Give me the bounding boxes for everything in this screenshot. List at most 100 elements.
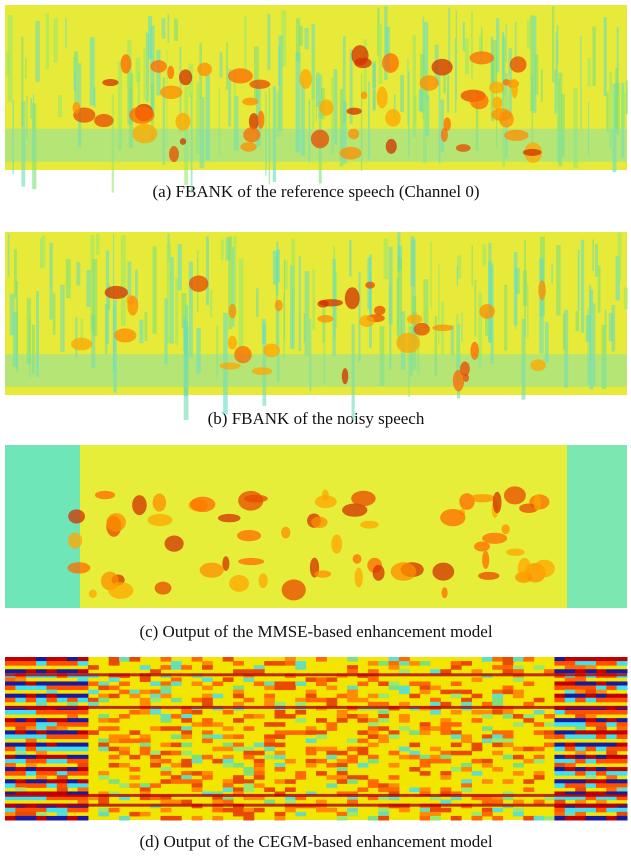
- cell: [139, 738, 151, 744]
- cell: [367, 730, 379, 735]
- cell: [450, 665, 462, 670]
- streak: [422, 16, 425, 119]
- cell: [67, 669, 79, 674]
- energy: [242, 97, 259, 106]
- cell: [108, 734, 120, 739]
- cell: [585, 742, 597, 748]
- streak: [616, 27, 619, 96]
- cell: [440, 722, 452, 727]
- cell: [170, 762, 182, 768]
- energy: [344, 287, 360, 310]
- cell: [212, 807, 224, 813]
- cell: [25, 771, 37, 776]
- energy: [175, 112, 191, 131]
- cell: [533, 799, 545, 805]
- cell: [336, 815, 348, 821]
- cell: [87, 795, 99, 801]
- cell: [67, 701, 79, 707]
- streak: [162, 77, 165, 166]
- cell: [616, 783, 628, 788]
- cell: [181, 718, 193, 723]
- cell: [139, 734, 151, 739]
- cell: [606, 815, 618, 821]
- cell: [170, 815, 182, 821]
- cell: [347, 775, 358, 780]
- cell: [264, 697, 276, 703]
- cell: [326, 807, 338, 813]
- cell: [430, 685, 441, 691]
- cell: [129, 689, 141, 695]
- cell: [575, 661, 587, 666]
- streak: [7, 15, 13, 102]
- energy: [238, 557, 265, 566]
- streak: [540, 69, 543, 103]
- cell: [347, 799, 358, 805]
- cell: [357, 697, 369, 703]
- cell: [512, 657, 524, 662]
- energy: [314, 495, 337, 509]
- streak: [65, 259, 71, 298]
- cell: [36, 742, 47, 748]
- cell: [67, 807, 79, 813]
- cell: [15, 677, 27, 682]
- streak: [105, 250, 110, 345]
- cell: [108, 661, 120, 666]
- cell: [502, 738, 514, 744]
- cell: [616, 661, 628, 666]
- cell: [554, 746, 566, 752]
- cell: [67, 697, 79, 703]
- cell: [253, 669, 265, 674]
- cell: [46, 661, 58, 666]
- cell: [222, 754, 234, 760]
- cell: [56, 693, 68, 699]
- cell: [36, 709, 47, 715]
- cell: [5, 657, 16, 662]
- cell: [512, 746, 524, 752]
- streak: [244, 15, 247, 75]
- cell: [326, 775, 338, 780]
- cell: [388, 734, 400, 739]
- cell: [56, 697, 68, 703]
- cell: [67, 714, 79, 719]
- energy: [229, 574, 250, 592]
- energy: [519, 503, 539, 513]
- cell: [398, 807, 410, 813]
- cell: [181, 799, 193, 805]
- energy: [129, 106, 155, 124]
- cell: [36, 734, 47, 739]
- cell: [502, 779, 514, 784]
- cell: [25, 779, 37, 784]
- cell: [98, 771, 110, 776]
- streak: [89, 37, 95, 106]
- cell: [378, 795, 390, 801]
- cell: [284, 758, 296, 764]
- cell: [274, 701, 286, 707]
- cell: [160, 758, 172, 764]
- cell: [461, 701, 472, 707]
- streak: [30, 98, 32, 119]
- streak: [594, 243, 599, 277]
- energy: [530, 359, 546, 372]
- cell: [170, 677, 182, 682]
- cell: [616, 730, 628, 735]
- streak: [580, 239, 585, 333]
- cell: [533, 730, 545, 735]
- cell: [347, 754, 358, 760]
- cell: [264, 738, 276, 744]
- cell: [595, 709, 607, 715]
- cell: [243, 750, 255, 756]
- streak: [422, 69, 427, 163]
- cell: [264, 799, 276, 805]
- cell: [191, 697, 203, 703]
- streak: [470, 11, 474, 80]
- cell: [295, 795, 307, 801]
- cell: [512, 807, 524, 813]
- cell: [606, 807, 618, 813]
- cell: [243, 767, 255, 772]
- streak: [457, 255, 462, 279]
- cell: [575, 783, 587, 788]
- streak: [532, 15, 537, 113]
- cell: [56, 767, 68, 772]
- streak: [443, 72, 446, 94]
- cell: [378, 701, 390, 707]
